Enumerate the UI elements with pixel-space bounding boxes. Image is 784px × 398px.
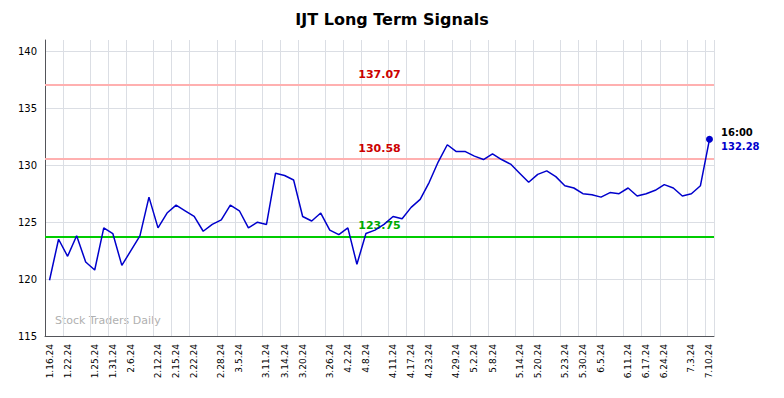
svg-text:Stock Traders Daily: Stock Traders Daily bbox=[55, 314, 161, 327]
svg-text:132.28: 132.28 bbox=[721, 141, 760, 152]
svg-text:4.23.24: 4.23.24 bbox=[424, 344, 434, 379]
svg-text:4.29.24: 4.29.24 bbox=[451, 344, 461, 379]
svg-text:5.20.24: 5.20.24 bbox=[533, 344, 543, 379]
svg-text:7.10.24: 7.10.24 bbox=[704, 344, 714, 379]
svg-text:5.23.24: 5.23.24 bbox=[560, 344, 570, 379]
svg-text:125: 125 bbox=[18, 217, 37, 228]
svg-text:IJT Long Term Signals: IJT Long Term Signals bbox=[295, 10, 488, 29]
svg-text:4.8.24: 4.8.24 bbox=[361, 344, 371, 373]
svg-text:4.11.24: 4.11.24 bbox=[388, 344, 398, 379]
svg-text:2.28.24: 2.28.24 bbox=[216, 344, 226, 379]
svg-text:3.14.24: 3.14.24 bbox=[280, 344, 290, 379]
svg-text:16:00: 16:00 bbox=[721, 127, 753, 138]
svg-text:6.24.24: 6.24.24 bbox=[659, 344, 669, 379]
svg-text:4.17.24: 4.17.24 bbox=[406, 344, 416, 379]
svg-text:2.6.24: 2.6.24 bbox=[126, 344, 136, 373]
svg-text:130: 130 bbox=[18, 160, 37, 171]
svg-text:3.5.24: 3.5.24 bbox=[234, 344, 244, 373]
svg-text:5.30.24: 5.30.24 bbox=[578, 344, 588, 379]
svg-text:1.16.24: 1.16.24 bbox=[45, 344, 55, 379]
svg-text:3.26.24: 3.26.24 bbox=[325, 344, 335, 379]
svg-text:5.2.24: 5.2.24 bbox=[469, 344, 479, 373]
svg-text:1.22.24: 1.22.24 bbox=[63, 344, 73, 379]
svg-text:1.25.24: 1.25.24 bbox=[90, 344, 100, 379]
svg-text:2.12.24: 2.12.24 bbox=[153, 344, 163, 379]
svg-text:6.17.24: 6.17.24 bbox=[641, 344, 651, 379]
svg-text:6.5.24: 6.5.24 bbox=[596, 344, 606, 373]
svg-text:4.2.24: 4.2.24 bbox=[343, 344, 353, 373]
svg-text:2.22.24: 2.22.24 bbox=[189, 344, 199, 379]
svg-text:137.07: 137.07 bbox=[358, 68, 400, 81]
svg-text:7.3.24: 7.3.24 bbox=[686, 344, 696, 373]
svg-text:123.75: 123.75 bbox=[358, 219, 400, 232]
svg-text:1.31.24: 1.31.24 bbox=[108, 344, 118, 379]
svg-text:2.15.24: 2.15.24 bbox=[171, 344, 181, 379]
svg-text:140: 140 bbox=[18, 46, 37, 57]
svg-text:6.11.24: 6.11.24 bbox=[623, 344, 633, 379]
svg-text:3.20.24: 3.20.24 bbox=[298, 344, 308, 379]
svg-text:5.8.24: 5.8.24 bbox=[488, 344, 498, 373]
svg-text:135: 135 bbox=[18, 103, 37, 114]
svg-text:115: 115 bbox=[18, 331, 37, 342]
svg-text:5.14.24: 5.14.24 bbox=[515, 344, 525, 379]
svg-text:120: 120 bbox=[18, 274, 37, 285]
svg-text:3.11.24: 3.11.24 bbox=[261, 344, 271, 379]
svg-text:130.58: 130.58 bbox=[358, 142, 400, 155]
